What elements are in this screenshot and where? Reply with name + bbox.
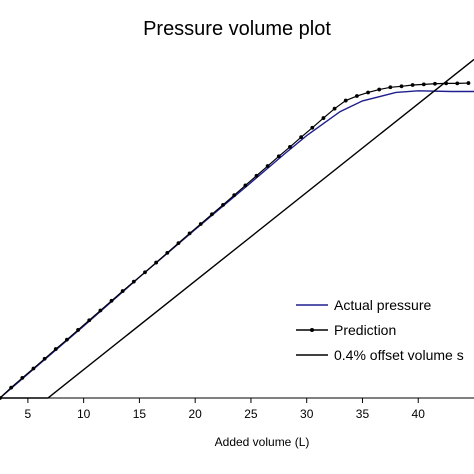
x-axis-ticks: 5 10 15 20 25 30 35 40	[25, 398, 426, 421]
prediction-point	[32, 367, 36, 371]
prediction-point	[110, 299, 114, 303]
prediction-point	[87, 318, 91, 322]
prediction-point	[177, 241, 181, 245]
x-axis-label: Added volume (L)	[215, 435, 310, 449]
prediction-point	[76, 328, 80, 332]
x-tick-label: 25	[244, 407, 258, 421]
prediction-point	[277, 154, 281, 158]
prediction-point	[322, 116, 326, 120]
x-tick-label: 10	[77, 407, 91, 421]
prediction-point	[344, 99, 348, 103]
chart-title: Pressure volume plot	[143, 18, 331, 40]
prediction-point	[355, 94, 359, 98]
prediction-point	[232, 193, 236, 197]
prediction-point	[243, 184, 247, 188]
prediction-point	[20, 376, 24, 380]
legend: Actual pressure Prediction 0.4% offset vol…	[296, 297, 464, 363]
prediction-point	[9, 386, 13, 390]
prediction-point	[433, 82, 437, 86]
prediction-point	[310, 126, 314, 130]
x-tick-label: 5	[25, 407, 32, 421]
prediction-point	[132, 280, 136, 284]
prediction-point	[467, 81, 471, 85]
x-tick-label: 40	[412, 407, 426, 421]
legend-label: 0.4% offset volume s	[334, 347, 464, 363]
prediction-point	[54, 347, 58, 351]
prediction-point	[65, 338, 69, 342]
prediction-point	[388, 85, 392, 89]
prediction-point	[98, 309, 102, 313]
prediction-point	[288, 145, 292, 149]
prediction-point	[411, 83, 415, 87]
prediction-point	[422, 82, 426, 86]
prediction-point	[366, 91, 370, 95]
prediction-point	[221, 203, 225, 207]
prediction-point	[255, 174, 259, 178]
prediction-point	[400, 84, 404, 88]
prediction-point	[377, 88, 381, 92]
prediction-point	[165, 251, 169, 255]
prediction-point	[266, 164, 270, 168]
prediction-point	[210, 212, 214, 216]
prediction-point	[333, 107, 337, 111]
prediction-point	[188, 232, 192, 236]
x-tick-label: 35	[356, 407, 370, 421]
legend-label: Actual pressure	[334, 297, 431, 313]
x-tick-label: 30	[300, 407, 314, 421]
x-tick-label: 20	[188, 407, 202, 421]
prediction-point	[299, 135, 303, 139]
prediction-point	[121, 289, 125, 293]
legend-marker	[310, 328, 314, 332]
prediction-point	[43, 357, 47, 361]
prediction-point	[143, 270, 147, 274]
prediction-point	[199, 222, 203, 226]
prediction-point	[154, 261, 158, 265]
x-tick-label: 15	[133, 407, 147, 421]
prediction-point	[455, 81, 459, 85]
legend-label: Prediction	[334, 322, 396, 338]
